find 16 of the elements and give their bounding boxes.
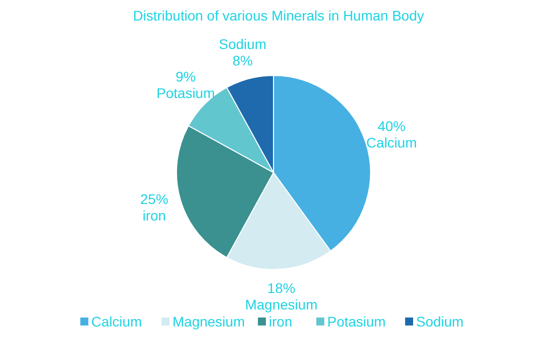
slice-label: Magnesium [245,296,318,313]
data-label: 40% [378,118,406,134]
data-label: 25% [140,190,168,207]
legend-label: Potasium [327,314,386,330]
data-label: 18% [267,280,296,296]
slice-label: iron [142,207,166,224]
slice-label: Potasium [156,84,215,101]
legend-label: Magnesium [172,314,245,330]
slice-label: Calcium [366,134,417,150]
chart-title: Distribution of various Minerals in Human Body [132,8,424,24]
slice-label: Sodium [218,36,266,52]
legend-label: iron [268,314,292,330]
data-label: 9% [176,68,196,84]
data-label: 8% [232,52,253,68]
legend-label: Sodium [416,314,464,330]
legend-label: Calcium [91,314,142,330]
